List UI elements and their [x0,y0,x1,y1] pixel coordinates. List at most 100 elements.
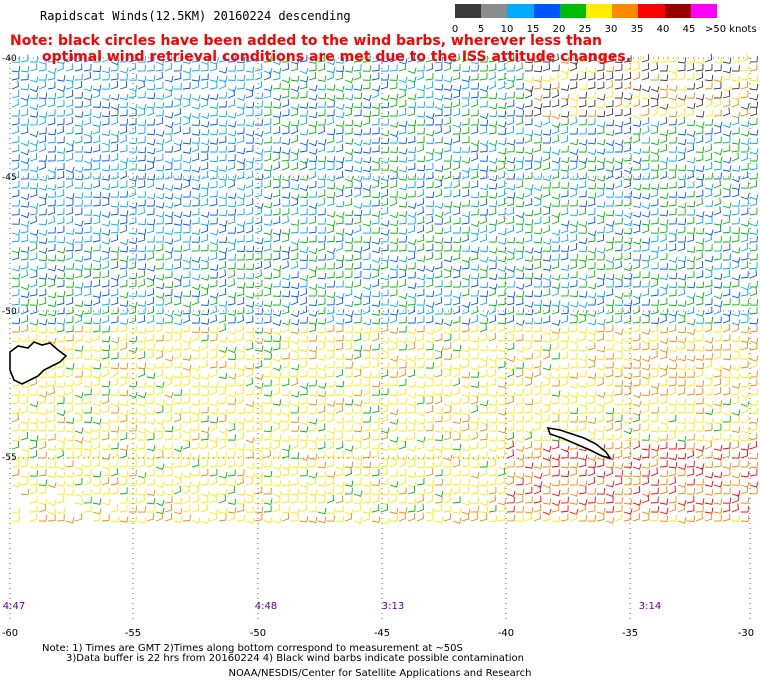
wind-barb [641,193,651,200]
wind-barb [137,314,146,324]
wind-barb [524,512,532,522]
wind-barb [128,237,138,244]
wind-barb [38,127,47,135]
wind-barb [74,199,83,207]
wind-barb [290,310,300,318]
wind-barb [416,461,426,468]
wind-barb [479,317,489,324]
wind-barb [497,323,506,333]
wind-barb [227,297,236,306]
wind-barb [578,99,587,108]
wind-barb [254,206,263,216]
wind-barb [623,55,632,63]
wind-barb [560,282,570,289]
wind-barb [695,317,705,324]
wind-barb [722,314,731,324]
wind-barb [344,181,353,189]
wind-barb [605,306,614,315]
wind-barb [434,94,444,101]
wind-barb [614,63,623,72]
wind-barb [236,504,245,513]
wind-barb [506,99,515,108]
wind-barb [470,252,479,261]
wind-barb [245,425,255,432]
wind-barb [20,220,30,227]
wind-barb [578,139,588,146]
wind-barb [578,486,587,495]
wind-barb [272,189,281,198]
wind-barb [533,512,541,522]
wind-barb [668,299,678,307]
wind-barb [92,400,102,407]
wind-barb [20,405,29,414]
wind-barb [129,245,137,252]
wind-barb [326,344,336,352]
wind-barb [38,441,47,450]
wind-barb [569,498,579,505]
wind-barb [371,137,381,144]
wind-barb [470,200,480,208]
wind-barb [47,405,56,414]
wind-barb [65,315,74,324]
wind-barb [344,467,352,477]
wind-barb [704,244,713,252]
wind-barb [380,324,389,333]
wind-barb [119,516,129,523]
wind-barb [614,252,623,261]
wind-barb [56,163,65,171]
wind-barb [677,281,687,288]
wind-barb [227,442,236,450]
wind-barb [344,254,354,262]
wind-barb [362,423,371,432]
wind-barb [578,291,588,298]
wind-barb [92,450,101,459]
wind-barb [218,199,227,207]
wind-barb [524,477,533,486]
wind-barb [713,64,722,72]
legend-swatch [507,4,534,18]
wind-barb [713,252,722,261]
wind-barb [164,391,174,399]
wind-barb [614,363,624,371]
wind-barb [137,154,146,162]
wind-barb [470,191,480,199]
wind-barb [83,449,92,459]
wind-barb [191,143,199,153]
wind-barb [101,279,110,288]
wind-barb [686,227,696,234]
wind-barb [470,364,480,371]
wind-barb [56,324,65,333]
wind-barb [182,73,191,81]
wind-barb [686,442,695,450]
wind-barb [191,332,200,342]
wind-barb [299,117,308,126]
wind-barb [209,180,218,189]
wind-barb [101,229,111,236]
wind-barb [704,162,713,171]
wind-barb [677,364,687,371]
wind-barb [551,99,560,108]
wind-barb [713,377,722,387]
wind-barb [92,441,101,450]
wind-barb [245,66,255,73]
wind-barb [83,370,92,378]
wind-barb [92,234,101,243]
wind-barb [722,504,731,513]
wind-barb [695,111,705,118]
wind-barb [335,441,344,450]
wind-barb [29,440,38,450]
wind-barb [317,218,326,225]
wind-barb [236,449,245,459]
wind-barb [38,229,48,236]
wind-barb [623,380,633,388]
wind-barb [263,209,273,216]
wind-barb [506,449,514,459]
wind-barb [263,288,272,297]
wind-barb [83,85,93,92]
wind-barb [704,408,714,416]
wind-barb [686,190,695,198]
wind-barb [38,486,47,495]
wind-barb [560,391,570,399]
wind-barb [182,116,191,126]
wind-barb [578,354,588,362]
